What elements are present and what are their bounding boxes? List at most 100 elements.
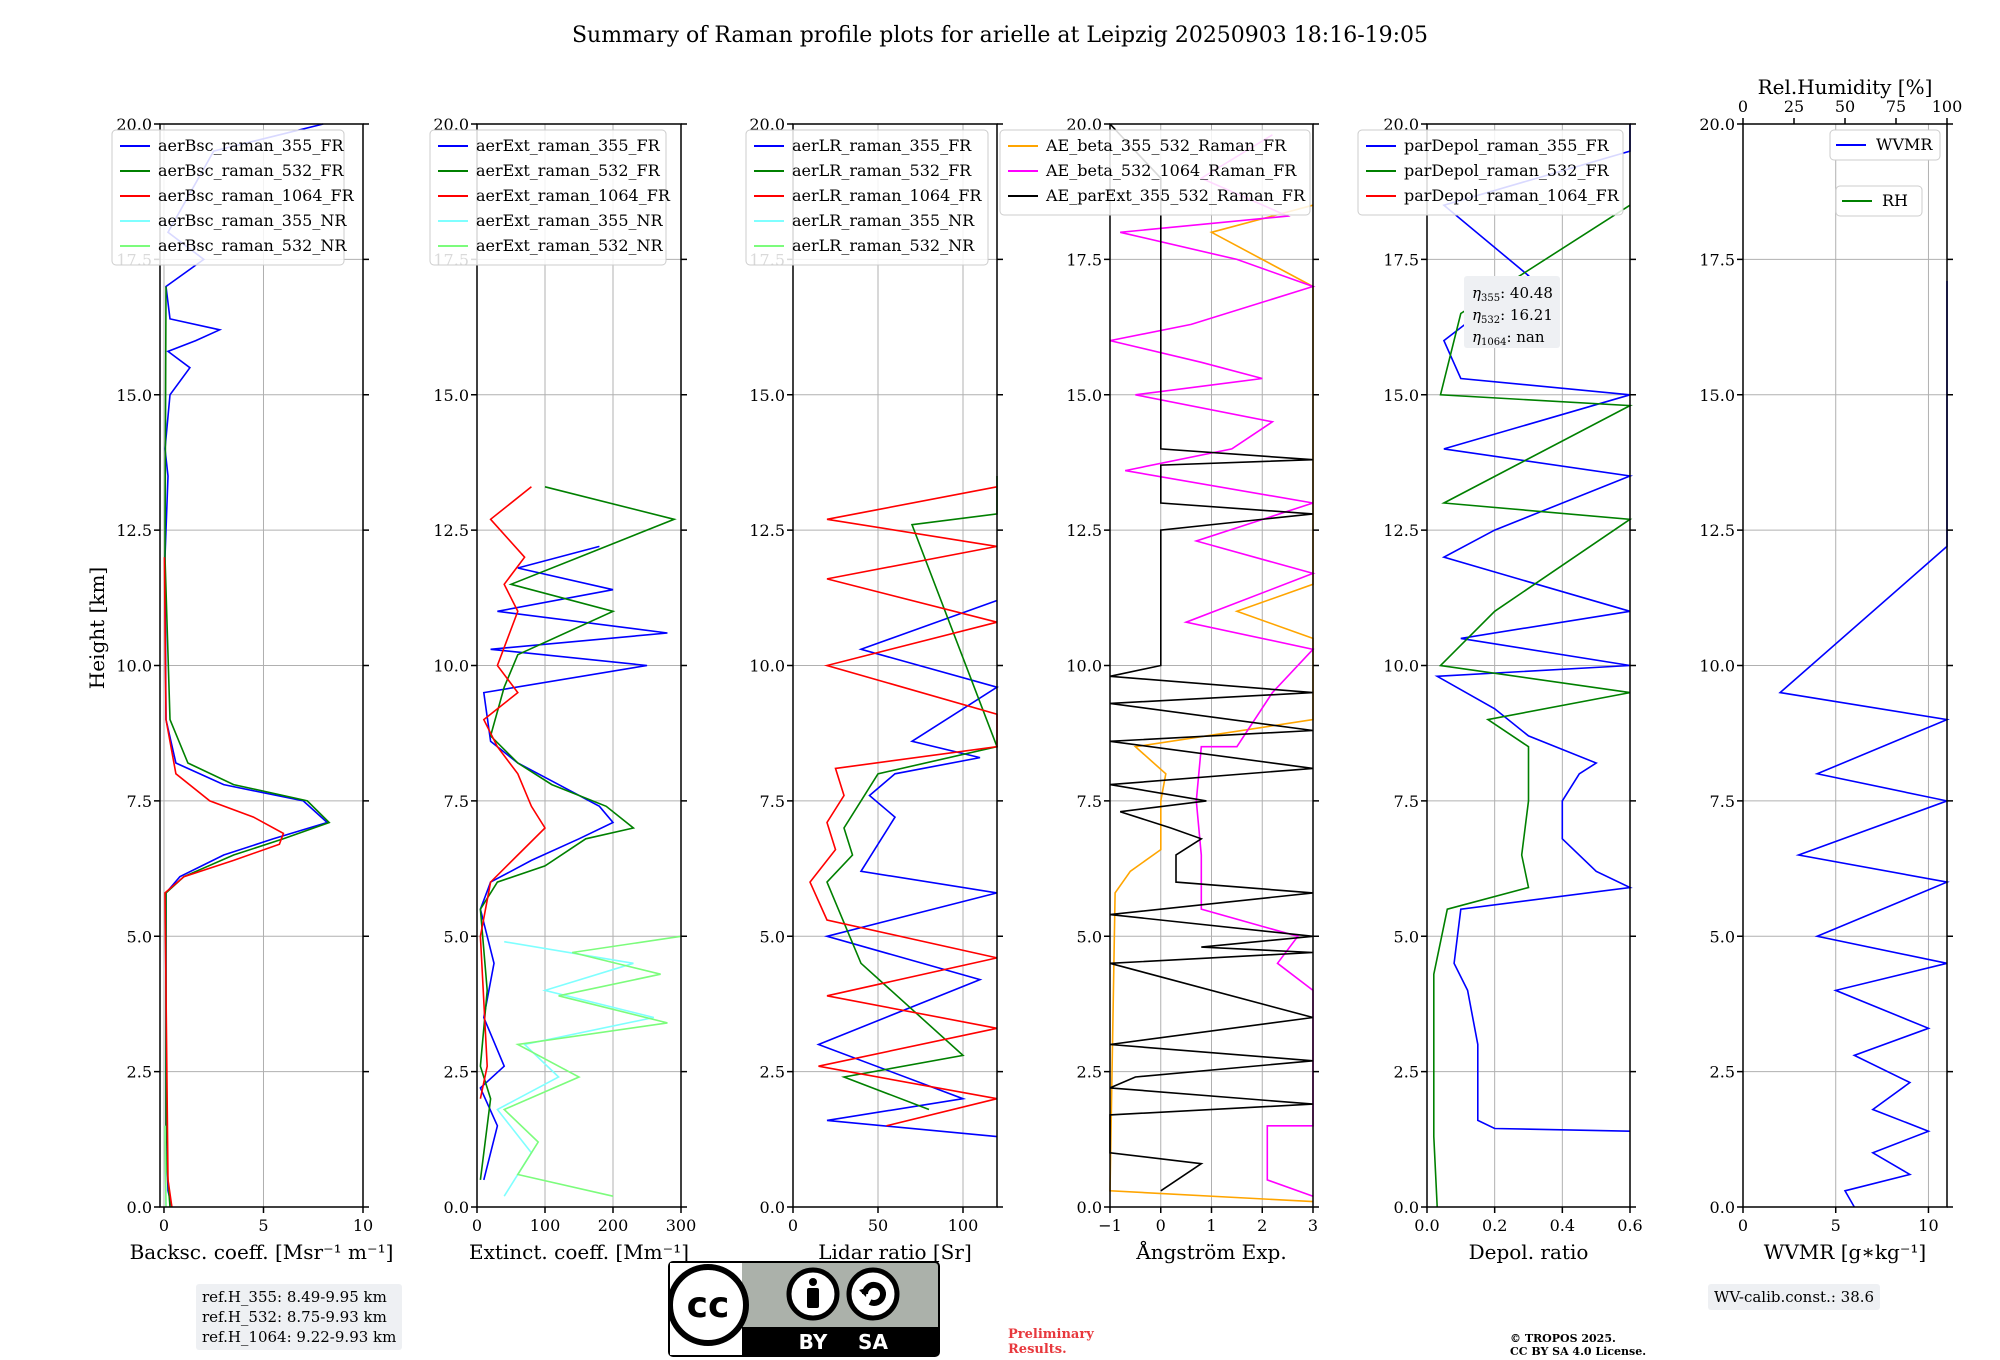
series-line-aerExt_raman_355_FR [479, 545, 668, 1181]
x-tick-label: 0.2 [1482, 1216, 1507, 1235]
y-tick-label: 15.0 [1066, 386, 1102, 405]
legend: aerExt_raman_355_FR aerExt_raman_532_FRae… [429, 129, 671, 266]
y-tick-label: 5.0 [760, 927, 785, 946]
legend-label: aerBsc_raman_1064_FR [158, 186, 355, 205]
y-tick-label: 0.0 [1077, 1198, 1102, 1217]
y-tick-label: 15.0 [1699, 386, 1735, 405]
legend: AE_beta_355_532_Raman_FR AE_beta_532_1064… [999, 129, 1311, 216]
x-tick-label: 200 [598, 1216, 629, 1235]
series-line-aerBsc_raman_532_NR [164, 1125, 167, 1208]
y-tick-label: 0.0 [1710, 1198, 1735, 1217]
y-tick-label: 12.5 [1699, 521, 1735, 540]
legend-frame [1357, 129, 1624, 216]
ref-height-532: ref.H_532: 8.75-9.93 km [202, 1308, 387, 1326]
eta-box [1464, 276, 1560, 348]
cc-circle-icon [668, 1264, 749, 1346]
legend-label: aerBsc_raman_532_FR [158, 161, 344, 180]
by-label: BY [799, 1330, 828, 1354]
y-tick-label: 10.0 [749, 657, 785, 676]
x-axis-label: Extinct. coeff. [Mm⁻¹] [469, 1240, 689, 1264]
legend-label: AE_parExt_355_532_Raman_FR [1045, 186, 1306, 205]
legend-label: parDepol_raman_355_FR [1404, 136, 1610, 155]
y-tick-label: 2.5 [1077, 1063, 1102, 1082]
legend-frame [1835, 185, 1923, 217]
x-tick-label: 0 [788, 1216, 798, 1235]
y-tick-label: 5.0 [1394, 927, 1419, 946]
x-tick-label: 2 [1257, 1216, 1267, 1235]
panel-wv: 0.02.55.07.510.012.515.017.520.00 5 10WVMR… [1699, 75, 1962, 1264]
legend-label: aerBsc_raman_355_NR [158, 211, 347, 230]
y-tick-label: 12.5 [433, 521, 469, 540]
y-axis-label: Height [km] [85, 567, 109, 689]
x-tick-label: −1 [1098, 1216, 1122, 1235]
x-axis-label: Ångström Exp. [1135, 1239, 1286, 1264]
legend-label: parDepol_raman_532_FR [1404, 161, 1610, 180]
top-tick-label: 75 [1886, 97, 1906, 116]
preliminary-line-1: Preliminary [1008, 1327, 1094, 1342]
figure-title: Summary of Raman profile plots for ariel… [572, 23, 1428, 48]
x-tick-label: 0 [1738, 1216, 1748, 1235]
y-tick-label: 7.5 [1710, 792, 1735, 811]
y-tick-label: 2.5 [1710, 1063, 1735, 1082]
x-tick-label: 5 [258, 1216, 268, 1235]
x-tick-label: 100 [530, 1216, 561, 1235]
x-tick-label: 100 [948, 1216, 979, 1235]
cc-text: cc [687, 1285, 730, 1326]
legend-label: AE_beta_355_532_Raman_FR [1045, 136, 1287, 155]
legend-label: aerLR_raman_532_FR [792, 161, 972, 180]
y-tick-label: 20.0 [1383, 115, 1419, 134]
eta-line: η532: 16.21 [1472, 306, 1553, 326]
legend-label: RH [1882, 191, 1908, 210]
y-tick-label: 20.0 [1699, 115, 1735, 134]
wv-calib-box: WV-calib.const.: 38.6 [1708, 1284, 1881, 1310]
series-line-AE_beta_532_1064_Raman_FR [1109, 134, 1316, 1197]
legend-label: aerExt_raman_532_NR [476, 236, 664, 255]
copyright-line-2: CC BY SA 4.0 License. [1510, 1345, 1647, 1358]
legend-label: aerBsc_raman_355_FR [158, 136, 344, 155]
x-tick-label: 300 [666, 1216, 697, 1235]
ref-height-1064: ref.H_1064: 9.22-9.93 km [202, 1328, 397, 1346]
y-tick-label: 20.0 [116, 115, 152, 134]
legend-label: parDepol_raman_1064_FR [1404, 186, 1620, 205]
y-tick-label: 10.0 [1699, 657, 1735, 676]
x-tick-label: 50 [868, 1216, 888, 1235]
panel-depol: 0.0 2.5 5.0 7.5 10.0 12.5 15.0 17.5 20.0 0.0 0.2 0.… [1357, 115, 1643, 1264]
series-line-parDepol_raman_355_FR [1434, 124, 1634, 1132]
series-line-aerBsc_raman_532_FR [164, 286, 331, 1208]
x-axis-label: WVMR [g∗kg⁻¹] [1764, 1240, 1926, 1264]
legend-label: aerExt_raman_355_NR [476, 211, 664, 230]
legend-label: aerLR_raman_532_NR [792, 236, 975, 255]
legend-rh: RH [1835, 185, 1923, 217]
series-line-aerExt_raman_355_NR [496, 940, 654, 1197]
y-tick-label: 15.0 [433, 386, 469, 405]
y-tick-label: 10.0 [433, 657, 469, 676]
y-tick-label: 0.0 [444, 1198, 469, 1217]
y-tick-label: 7.5 [1394, 792, 1419, 811]
y-tick-label: 5.0 [1710, 927, 1735, 946]
y-tick-label: 12.5 [116, 521, 152, 540]
top-tick-label: 25 [1784, 97, 1804, 116]
sa-label: SA [858, 1330, 888, 1354]
legend-label: AE_beta_532_1064_Raman_FR [1045, 161, 1297, 180]
y-tick-label: 10.0 [1066, 657, 1102, 676]
copyright-line-1: © TROPOS 2025. [1510, 1332, 1616, 1345]
y-tick-label: 5.0 [444, 927, 469, 946]
x-tick-label: 1 [1206, 1216, 1216, 1235]
series-line-WVMR [1778, 281, 1950, 1208]
top-axis-label: Rel.Humidity [%] [1758, 75, 1933, 99]
panel-angstrom: 0.0 2.5 5.0 7.5 10.0 12.5 15.0 17.5 20.0 −1 0 1 2 3 Ån… [999, 115, 1319, 1264]
legend: parDepol_raman_355_FR parDepol_raman_532_… [1357, 129, 1624, 216]
panel-backscatter: 0.02.55.07.510.012.515.017.520.00510Back… [111, 115, 393, 1264]
x-axis-label: Lidar ratio [Sr] [818, 1240, 972, 1264]
y-tick-label: 7.5 [1077, 792, 1102, 811]
legend-frame [111, 129, 345, 266]
legend-frame [745, 129, 989, 266]
legend-label: aerLR_raman_1064_FR [792, 186, 982, 205]
legend-frame [999, 129, 1311, 216]
y-tick-label: 7.5 [127, 792, 152, 811]
y-tick-label: 10.0 [1383, 657, 1419, 676]
panel-extinction: 0.02.55.07.510.012.515.017.520.001002003… [429, 115, 697, 1264]
y-tick-label: 2.5 [760, 1063, 785, 1082]
y-tick-label: 15.0 [116, 386, 152, 405]
